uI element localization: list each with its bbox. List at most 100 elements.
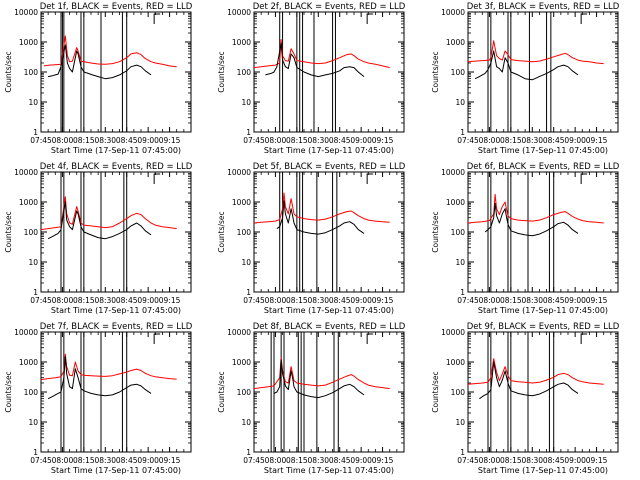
y-tick-label: 1000: [232, 38, 251, 47]
lld-series-line: [467, 193, 604, 224]
chart-title: Det 4f, BLACK = Events, RED = LLD: [40, 162, 193, 172]
x-tick-label: 08:30: [307, 136, 329, 145]
y-axis-label: Counts/sec: [431, 371, 440, 412]
chart-panel-8: Det 8f, BLACK = Events, RED = LLD 1 10 100 1…: [217, 322, 406, 475]
y-tick-label: 100: [237, 68, 252, 77]
y-tick-label: 1000: [19, 358, 38, 367]
x-tick-label: 08:30: [94, 136, 116, 145]
events-series-line: [474, 50, 579, 81]
x-tick-label: 09:15: [372, 296, 394, 305]
y-tick-label: 10: [455, 258, 465, 267]
x-tick-label: 08:00: [479, 456, 501, 465]
x-tick-label: 07:45: [30, 296, 52, 305]
y-tick-label: 100: [451, 68, 466, 77]
y-tick-label: 100: [451, 388, 466, 397]
x-tick-label: 08:45: [329, 136, 351, 145]
x-tick-label: 09:15: [586, 136, 608, 145]
y-tick-label: 100: [237, 388, 252, 397]
x-tick-label: 08:45: [116, 456, 138, 465]
x-tick-label: 09:15: [159, 136, 181, 145]
legend-bracket: [153, 13, 161, 24]
legend-bracket: [153, 333, 161, 344]
y-tick-label: 1000: [19, 38, 38, 47]
events-series-line: [484, 202, 579, 237]
legend-bracket: [580, 333, 588, 344]
y-tick-label: 10000: [441, 168, 465, 177]
x-tick-label: 07:45: [243, 296, 265, 305]
y-tick-label: 10: [455, 98, 465, 107]
lld-series-line: [43, 35, 177, 68]
x-tick-label: 08:15: [286, 456, 308, 465]
x-tick-label: 08:00: [265, 136, 287, 145]
x-tick-label: 08:30: [521, 456, 543, 465]
y-tick-label: 10000: [14, 8, 38, 17]
y-axis-label: Counts/sec: [4, 211, 13, 252]
y-tick-label: 1: [460, 128, 465, 137]
events-series-line: [265, 42, 365, 78]
y-axis-label: Counts/sec: [217, 51, 226, 92]
chart-title: Det 1f, BLACK = Events, RED = LLD: [40, 2, 193, 12]
y-tick-label: 1000: [446, 358, 465, 367]
y-tick-label: 100: [24, 228, 39, 237]
events-series-line: [479, 361, 579, 400]
lld-series-line: [467, 40, 604, 65]
y-tick-label: 1000: [446, 198, 465, 207]
y-tick-label: 100: [24, 68, 39, 77]
y-tick-label: 1: [460, 448, 465, 457]
x-tick-label: 08:00: [265, 456, 287, 465]
chart-panel-6: Det 6f, BLACK = Events, RED = LLD 1 10 100 1…: [431, 162, 620, 315]
y-tick-label: 10: [241, 98, 251, 107]
x-tick-label: 08:00: [265, 296, 287, 305]
y-axis-label: Counts/sec: [217, 211, 226, 252]
x-tick-label: 08:15: [500, 136, 522, 145]
x-tick-label: 09:00: [137, 456, 159, 465]
legend-bracket: [366, 173, 374, 184]
legend-bracket: [580, 13, 588, 24]
y-tick-label: 1000: [232, 198, 251, 207]
x-tick-label: 08:15: [73, 136, 95, 145]
legend-bracket: [366, 13, 374, 24]
chart-title: Det 9f, BLACK = Events, RED = LLD: [467, 322, 620, 332]
x-tick-label: 07:45: [457, 296, 479, 305]
chart-panel-1: Det 1f, BLACK = Events, RED = LLD 1 10 100 1…: [4, 2, 193, 155]
x-tick-label: 08:45: [116, 296, 138, 305]
x-tick-label: 08:30: [307, 296, 329, 305]
lld-series-line: [467, 358, 604, 385]
x-tick-label: 08:30: [307, 456, 329, 465]
y-axis-label: Counts/sec: [217, 371, 226, 412]
x-tick-label: 08:00: [479, 296, 501, 305]
x-tick-label: 08:30: [94, 296, 116, 305]
y-tick-label: 10000: [227, 8, 251, 17]
x-tick-label: 08:45: [543, 456, 565, 465]
x-tick-label: 09:00: [350, 456, 372, 465]
y-axis-label: Counts/sec: [431, 211, 440, 252]
x-tick-label: 08:15: [286, 136, 308, 145]
x-tick-label: 08:30: [521, 136, 543, 145]
x-tick-label: 09:15: [586, 456, 608, 465]
lld-series-line: [253, 192, 390, 224]
plot-frame: [253, 11, 405, 133]
y-tick-label: 10: [241, 258, 251, 267]
y-tick-label: 100: [24, 388, 39, 397]
y-tick-label: 1: [33, 448, 38, 457]
x-tick-label: 08:00: [52, 456, 74, 465]
y-tick-label: 1000: [446, 38, 465, 47]
x-tick-label: 08:45: [329, 456, 351, 465]
x-tick-label: 08:45: [116, 136, 138, 145]
x-tick-label: 07:45: [457, 456, 479, 465]
x-tick-label: 08:30: [94, 456, 116, 465]
x-tick-label: 08:00: [52, 136, 74, 145]
x-tick-label: 08:15: [73, 296, 95, 305]
events-series-line: [47, 201, 152, 240]
y-tick-label: 1: [246, 128, 251, 137]
y-tick-label: 1: [460, 288, 465, 297]
x-tick-label: 08:00: [479, 136, 501, 145]
y-tick-label: 10: [455, 418, 465, 427]
y-tick-label: 100: [237, 228, 252, 237]
y-tick-label: 10000: [441, 328, 465, 337]
y-tick-label: 1: [246, 288, 251, 297]
x-tick-label: 07:45: [243, 136, 265, 145]
chart-panel-4: Det 4f, BLACK = Events, RED = LLD 1 10 100 1…: [4, 162, 193, 315]
x-axis-label: Start Time (17-Sep-11 07:45:00): [264, 146, 394, 155]
x-tick-label: 08:15: [286, 296, 308, 305]
